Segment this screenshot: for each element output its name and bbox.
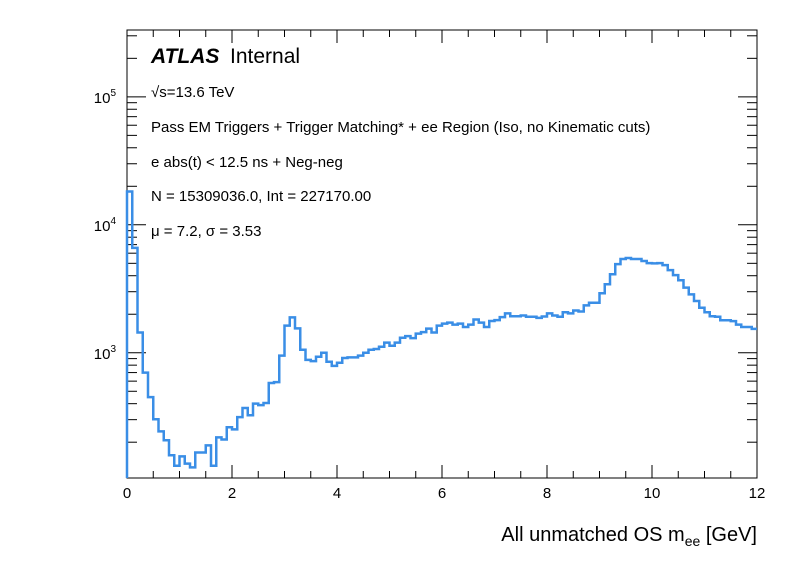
- fit-label: μ = 7.2, σ = 3.53: [151, 223, 261, 240]
- y-tick-base: 10: [94, 346, 111, 363]
- y-tick-base: 10: [94, 218, 111, 235]
- histogram-line: [125, 190, 757, 478]
- internal-label: Internal: [230, 45, 300, 68]
- energy-label: √s=13.6 TeV: [151, 84, 234, 101]
- x-tick-label: 2: [228, 485, 236, 502]
- x-axis-title-main: All unmatched OS m: [501, 524, 684, 546]
- x-tick-labels: 0 2 4 6 8 10 12: [123, 485, 766, 502]
- x-tick-label: 0: [123, 485, 131, 502]
- stats-label: N = 15309036.0, Int = 227170.00: [151, 188, 371, 205]
- x-axis-title-sub: ee: [685, 533, 701, 549]
- x-axis-title: All unmatched OS mee [GeV]: [501, 524, 757, 549]
- cut-label: e abs(t) < 12.5 ns + Neg-neg: [151, 154, 343, 171]
- y-tick-label: 105: [94, 88, 117, 107]
- x-tick-label: 8: [543, 485, 551, 502]
- y-tick-exponent: 3: [110, 344, 116, 355]
- x-tick-label: 10: [644, 485, 661, 502]
- x-tick-label: 6: [438, 485, 446, 502]
- y-tick-base: 10: [94, 90, 111, 107]
- x-tick-label: 12: [749, 485, 766, 502]
- y-tick-label: 104: [94, 216, 117, 235]
- x-axis-title-unit: [GeV]: [700, 524, 757, 546]
- x-tick-label: 4: [333, 485, 341, 502]
- y-tick-exponent: 5: [110, 88, 116, 99]
- atlas-label: ATLAS: [150, 45, 219, 68]
- selection-label: Pass EM Triggers + Trigger Matching* + e…: [151, 119, 650, 136]
- y-tick-label: 103: [94, 344, 117, 363]
- y-tick-exponent: 4: [110, 216, 116, 227]
- axis-ticks: [126, 30, 758, 478]
